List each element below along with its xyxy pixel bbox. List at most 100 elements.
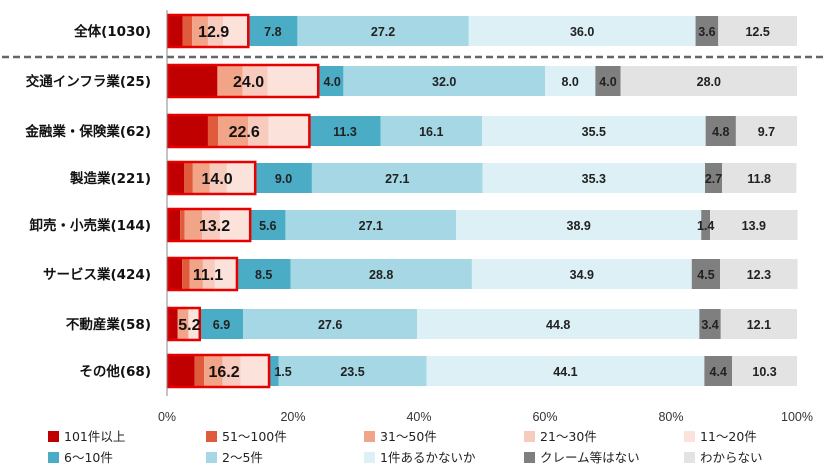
legend-swatch xyxy=(684,431,695,442)
data-label: 13.9 xyxy=(742,219,766,233)
bar-segment xyxy=(192,16,208,46)
bar-segment xyxy=(482,163,706,193)
bar-segment xyxy=(471,259,692,289)
legend-swatch xyxy=(364,452,375,463)
bar-row: 全体(1030) 12.9 7.8 27.2 36.0 3.6 12.5 xyxy=(73,13,797,49)
legend-label: 31～50件 xyxy=(380,429,437,444)
bar-segment xyxy=(240,356,270,386)
category-label: 全体(1030) xyxy=(73,23,151,40)
bar-segment xyxy=(722,163,797,193)
bar-segment xyxy=(269,356,279,386)
legend-item: 11～20件 xyxy=(684,429,757,444)
subtotal-label: 12.9 xyxy=(198,24,229,41)
data-label: 28.8 xyxy=(369,268,393,282)
category-label: サービス業(424) xyxy=(43,266,151,283)
bar-segment xyxy=(167,116,208,146)
data-label: 28.0 xyxy=(697,75,721,89)
category-label: 不動産業(58) xyxy=(66,316,151,333)
bar-segment xyxy=(718,16,797,46)
data-label: 4.0 xyxy=(324,75,341,89)
data-label: 44.1 xyxy=(553,365,577,379)
bar-segment xyxy=(620,66,797,96)
data-label: 11.3 xyxy=(333,125,357,139)
legend-item: 21～30件 xyxy=(524,429,597,444)
data-label: 38.9 xyxy=(567,219,591,233)
subtotal-label: 16.2 xyxy=(208,364,239,381)
legend-item: 101件以上 xyxy=(48,429,125,444)
legend-item: わからない xyxy=(684,450,763,465)
bar-segment xyxy=(194,356,205,386)
legend-label: 1件あるかないか xyxy=(380,450,476,465)
data-label: 3.4 xyxy=(701,318,718,332)
data-label: 1.5 xyxy=(274,365,291,379)
data-label: 12.5 xyxy=(745,25,769,39)
category-label: 製造業(221) xyxy=(69,170,151,187)
legend-label: 51～100件 xyxy=(222,429,287,444)
legend-item: 1件あるかないか xyxy=(364,450,476,465)
data-label: 9.0 xyxy=(275,172,292,186)
bar-segment xyxy=(204,356,223,386)
bar-segment xyxy=(192,163,210,193)
bar-segment xyxy=(704,356,733,386)
bar-segment xyxy=(167,210,181,240)
bar-segment xyxy=(309,116,381,146)
highlight-box xyxy=(166,353,271,389)
subtotal-label: 24.0 xyxy=(233,74,264,91)
data-label: 7.8 xyxy=(264,25,281,39)
legend-swatch xyxy=(364,431,375,442)
bar-segment xyxy=(167,309,178,339)
bar-segment xyxy=(297,16,469,46)
category-label: 卸売・小売業(144) xyxy=(29,217,151,234)
bar-segment xyxy=(255,163,312,193)
bar-segment xyxy=(720,309,797,339)
data-label: 35.5 xyxy=(582,125,606,139)
legend-label: 101件以上 xyxy=(64,429,125,444)
legend-label: クレーム等はない xyxy=(540,450,640,465)
bar-row: 交通インフラ業(25) 24.0 4.0 32.0 8.0 4.0 28.0 xyxy=(26,63,797,99)
bar-segment xyxy=(243,309,418,339)
data-label: 6.9 xyxy=(213,318,230,332)
bar-segment xyxy=(180,210,185,240)
data-label: 27.1 xyxy=(359,219,383,233)
x-tick-label: 100% xyxy=(781,410,813,424)
data-label: 8.5 xyxy=(255,268,272,282)
bar-segment xyxy=(699,309,721,339)
data-label: 10.3 xyxy=(752,365,776,379)
data-label: 12.1 xyxy=(747,318,771,332)
bar-segment xyxy=(705,163,723,193)
bar-segment xyxy=(214,259,237,289)
data-label: 16.1 xyxy=(419,125,443,139)
bar-segment xyxy=(167,356,195,386)
bar-segment xyxy=(268,116,310,146)
bar-row: サービス業(424) 11.1 8.5 28.8 34.9 4.5 12.3 xyxy=(43,256,798,292)
bar-segment xyxy=(545,66,596,96)
legend-label: 2～5件 xyxy=(222,450,263,465)
bar-segment xyxy=(167,259,183,289)
legend-item: 51～100件 xyxy=(206,429,287,444)
bar-row: 金融業・保険業(62) 22.6 11.3 16.1 35.5 4.8 9.7 xyxy=(24,113,797,149)
x-tick-label: 60% xyxy=(532,410,557,424)
legend-swatch xyxy=(684,452,695,463)
data-label: 12.3 xyxy=(747,268,771,282)
legend-swatch xyxy=(524,452,535,463)
highlight-box xyxy=(166,160,257,196)
legend-item: 31～50件 xyxy=(364,429,437,444)
data-label: 34.9 xyxy=(570,268,594,282)
bar-segment xyxy=(595,66,621,96)
bar-segment xyxy=(278,356,427,386)
bar-segment xyxy=(219,210,251,240)
data-label: 27.1 xyxy=(385,172,409,186)
legend-swatch xyxy=(48,431,59,442)
bar-segment xyxy=(217,66,243,96)
bar-segment xyxy=(167,16,183,46)
highlight-box xyxy=(166,113,311,149)
legend-item: クレーム等はない xyxy=(524,450,640,465)
data-label: 9.7 xyxy=(758,125,775,139)
bar-segment xyxy=(417,309,700,339)
bar-segment xyxy=(701,210,711,240)
bar-segment xyxy=(695,16,719,46)
bar-segment xyxy=(456,210,702,240)
category-label: 交通インフラ業(25) xyxy=(26,73,151,90)
category-label: 金融業・保険業(62) xyxy=(24,123,151,140)
